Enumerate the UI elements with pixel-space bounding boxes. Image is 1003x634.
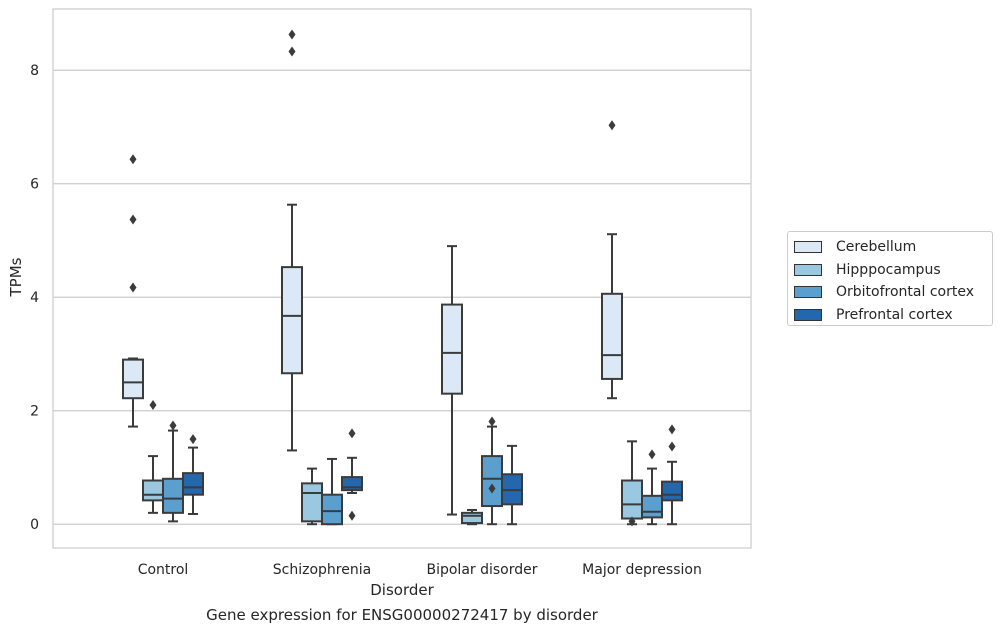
legend-label: Cerebellum	[836, 239, 917, 256]
outlier-point	[169, 420, 177, 431]
y-tick-label: 0	[30, 517, 39, 533]
outlier-point	[129, 214, 137, 225]
box-cerebellum-3	[601, 120, 623, 400]
box-orbitofrontal-cortex-3	[641, 449, 663, 526]
box-iqr	[281, 266, 303, 375]
outlier-point	[648, 449, 656, 460]
legend-swatch	[794, 241, 822, 254]
legend-label: Hipppocampus	[836, 261, 941, 278]
y-axis-label: TPMs	[7, 257, 25, 297]
x-tick-label: Bipolar disorder	[426, 562, 537, 578]
y-tick-labels: 0 2 4 6 8	[30, 63, 39, 533]
box-iqr	[182, 472, 204, 496]
box-iqr	[162, 477, 184, 514]
y-tick-label: 4	[30, 290, 39, 306]
box-iqr	[301, 482, 323, 523]
outlier-point	[668, 424, 676, 435]
box-iqr	[661, 480, 683, 502]
box-iqr	[321, 493, 343, 526]
outlier-point	[668, 441, 676, 452]
legend-item: Hipppocampus	[794, 259, 986, 282]
box-iqr	[481, 455, 503, 508]
box-prefrontal-cortex-2	[501, 444, 523, 526]
box-iqr	[441, 303, 463, 395]
outlier-point	[189, 434, 197, 445]
outlier-point	[129, 154, 137, 165]
outlier-point	[348, 510, 356, 521]
outlier-point	[488, 483, 496, 494]
box-hipppocampus-0	[142, 400, 164, 514]
legend-item: Prefrontal cortex	[794, 304, 986, 327]
box-cerebellum-2	[441, 245, 463, 516]
chart-caption: Gene expression for ENSG00000272417 by d…	[206, 606, 598, 624]
y-tick-label: 2	[30, 404, 39, 420]
outlier-point	[288, 29, 296, 40]
y-tick-label: 6	[30, 177, 39, 193]
box-orbitofrontal-cortex-1	[321, 457, 343, 526]
box-hipppocampus-2	[461, 509, 483, 526]
box-cerebellum-0	[122, 154, 144, 428]
x-tick-label: Control	[138, 562, 189, 578]
legend-label: Orbitofrontal cortex	[836, 284, 974, 301]
box-iqr	[601, 292, 623, 380]
box-prefrontal-cortex-1	[341, 428, 363, 521]
boxes	[122, 29, 683, 527]
box-hipppocampus-1	[301, 467, 323, 526]
legend-label: Prefrontal cortex	[836, 306, 953, 323]
outlier-point	[608, 120, 616, 131]
y-tick-label: 8	[30, 63, 39, 79]
plot-frame	[52, 8, 752, 549]
x-tick-labels: Control Schizophrenia Bipolar disorder Majo…	[138, 562, 702, 578]
x-tick-label: Major depression	[582, 562, 702, 578]
legend-swatch	[794, 263, 822, 276]
outlier-point	[288, 46, 296, 57]
outlier-point	[129, 282, 137, 293]
box-hipppocampus-3	[621, 440, 643, 527]
box-prefrontal-cortex-3	[661, 424, 683, 526]
x-tick-label: Schizophrenia	[273, 562, 371, 578]
legend: Cerebellum Hipppocampus Orbitofrontal cort…	[787, 231, 993, 326]
outlier-point	[149, 400, 157, 411]
legend-swatch	[794, 286, 822, 299]
legend-swatch	[794, 308, 822, 321]
x-axis-label: Disorder	[370, 581, 434, 599]
plot-area	[53, 9, 751, 548]
legend-item: Orbitofrontal cortex	[794, 281, 986, 304]
legend-item: Cerebellum	[794, 236, 986, 259]
box-iqr	[461, 511, 483, 525]
box-iqr	[641, 494, 663, 519]
box-prefrontal-cortex-0	[182, 434, 204, 515]
box-iqr	[142, 479, 164, 502]
outlier-point	[488, 416, 496, 427]
outlier-point	[348, 428, 356, 439]
box-cerebellum-1	[281, 29, 303, 452]
box-iqr	[122, 358, 144, 400]
outlier-point	[628, 516, 636, 527]
box-iqr	[621, 479, 643, 520]
box-orbitofrontal-cortex-2	[481, 416, 503, 526]
box-orbitofrontal-cortex-0	[162, 420, 184, 523]
